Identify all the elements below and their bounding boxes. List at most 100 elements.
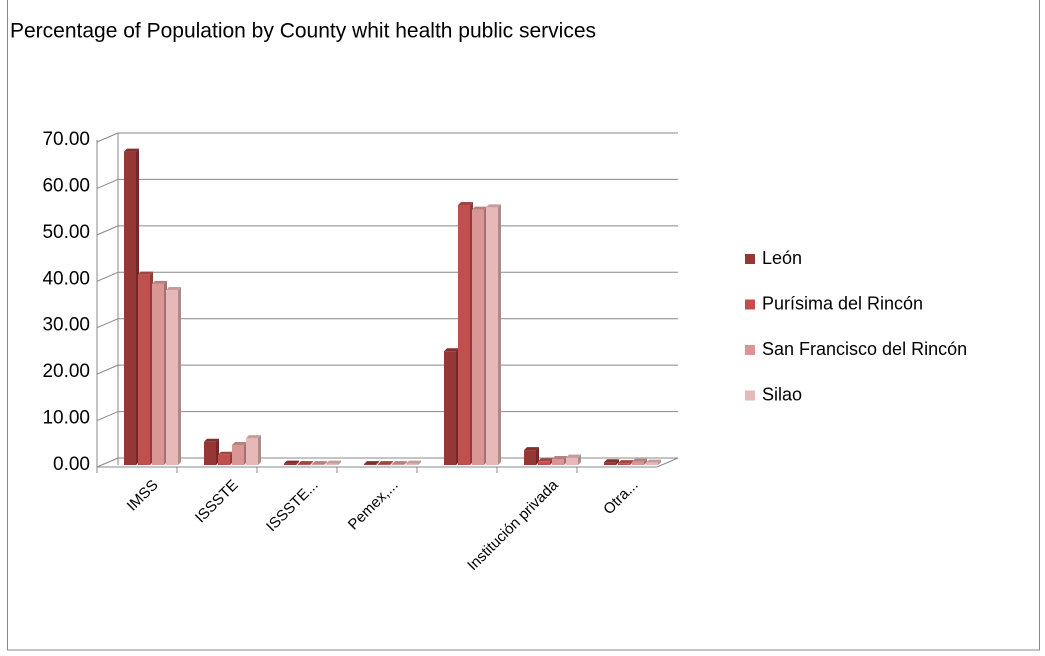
bar-top bbox=[444, 348, 459, 352]
y-tick-label: 10.00 bbox=[42, 408, 90, 429]
bar bbox=[458, 205, 470, 465]
y-tick-label: 30.00 bbox=[42, 315, 90, 336]
legend-label: San Francisco del Rincón bbox=[762, 339, 967, 359]
bar bbox=[152, 283, 164, 465]
bar-side bbox=[630, 460, 633, 465]
legend-swatch bbox=[745, 390, 755, 401]
legend-label: Purísima del Rincón bbox=[762, 293, 923, 313]
bar-top bbox=[284, 460, 299, 464]
bar bbox=[284, 463, 296, 465]
bar-top bbox=[472, 206, 487, 210]
y-tick-label: 20.00 bbox=[42, 361, 90, 382]
bar bbox=[124, 151, 136, 465]
bar bbox=[566, 457, 578, 465]
bar-top bbox=[138, 271, 153, 275]
bar bbox=[298, 464, 310, 465]
bar-side bbox=[418, 460, 421, 465]
bar-top bbox=[298, 461, 313, 465]
grid-line-side bbox=[96, 225, 119, 236]
bar-side bbox=[658, 459, 661, 465]
legend-label: Silao bbox=[762, 384, 802, 404]
grid-line-side bbox=[96, 364, 119, 375]
bar-top bbox=[392, 461, 407, 465]
bar-top bbox=[458, 202, 473, 205]
grid-line-side bbox=[96, 271, 119, 282]
bar bbox=[312, 464, 324, 465]
bar bbox=[486, 207, 498, 466]
bar-top bbox=[232, 442, 247, 446]
bar bbox=[232, 445, 244, 465]
y-tick-label: 60.00 bbox=[42, 175, 90, 196]
bar-top bbox=[566, 454, 581, 458]
legend-swatch bbox=[745, 254, 755, 264]
bar-top bbox=[538, 458, 553, 462]
bar bbox=[246, 438, 258, 465]
bar-side bbox=[258, 435, 261, 465]
chart-title: Percentage of Population by County whit … bbox=[10, 20, 596, 43]
bar-top bbox=[364, 461, 379, 465]
bar bbox=[524, 450, 536, 465]
bar bbox=[326, 463, 338, 465]
bar bbox=[166, 289, 178, 465]
bar-side bbox=[578, 454, 581, 465]
bar bbox=[444, 351, 456, 465]
bar-side bbox=[616, 459, 619, 465]
legend-swatch bbox=[745, 299, 755, 310]
bar-top bbox=[552, 455, 567, 459]
bar bbox=[218, 454, 230, 465]
y-tick-label: 50.00 bbox=[42, 222, 90, 243]
bar-top bbox=[312, 461, 327, 465]
floor-right bbox=[656, 457, 679, 468]
bar-top bbox=[124, 148, 139, 152]
bar bbox=[138, 274, 150, 465]
grid-line-side bbox=[96, 132, 119, 143]
bar-side bbox=[404, 461, 407, 465]
bar bbox=[406, 463, 418, 465]
bar-top bbox=[378, 461, 393, 465]
bar-side bbox=[178, 286, 181, 465]
bar-top bbox=[246, 435, 261, 439]
bar-top bbox=[486, 204, 501, 208]
bar bbox=[632, 461, 644, 465]
grid-line-side bbox=[96, 411, 119, 422]
bar bbox=[552, 458, 564, 465]
bar-side bbox=[536, 447, 539, 465]
legend-label: León bbox=[762, 248, 802, 268]
bar-side bbox=[324, 461, 327, 465]
bar-top bbox=[218, 451, 233, 455]
bar bbox=[378, 464, 390, 465]
bar-top bbox=[326, 460, 341, 464]
bar-side bbox=[644, 458, 647, 465]
legend-swatch bbox=[745, 345, 755, 355]
bar-top bbox=[618, 460, 633, 464]
bar-side bbox=[296, 460, 299, 465]
bar bbox=[618, 463, 630, 465]
bar-side bbox=[498, 204, 501, 466]
bar-top bbox=[204, 438, 219, 442]
bar bbox=[204, 441, 216, 465]
bar-top bbox=[406, 460, 421, 464]
y-tick-label: 0.00 bbox=[53, 454, 90, 475]
bar-top bbox=[604, 459, 619, 463]
bar-top bbox=[152, 280, 167, 284]
bar-side bbox=[376, 461, 379, 465]
bar-top bbox=[524, 447, 539, 451]
bar bbox=[604, 462, 616, 465]
grid-line-side bbox=[96, 457, 119, 468]
bar bbox=[646, 462, 658, 465]
bar-top bbox=[166, 286, 181, 290]
bar-side bbox=[338, 460, 341, 465]
grid-line-side bbox=[96, 318, 119, 329]
y-tick-label: 70.00 bbox=[42, 129, 90, 150]
bar-top bbox=[646, 459, 661, 463]
bar-side bbox=[310, 461, 313, 465]
grid-line-side bbox=[96, 178, 119, 189]
bar bbox=[392, 464, 404, 465]
bar-side bbox=[390, 461, 393, 465]
bar bbox=[472, 209, 484, 465]
bar bbox=[538, 461, 550, 465]
bar-top bbox=[632, 458, 647, 462]
y-tick-label: 40.00 bbox=[42, 268, 90, 289]
bar bbox=[364, 464, 376, 465]
